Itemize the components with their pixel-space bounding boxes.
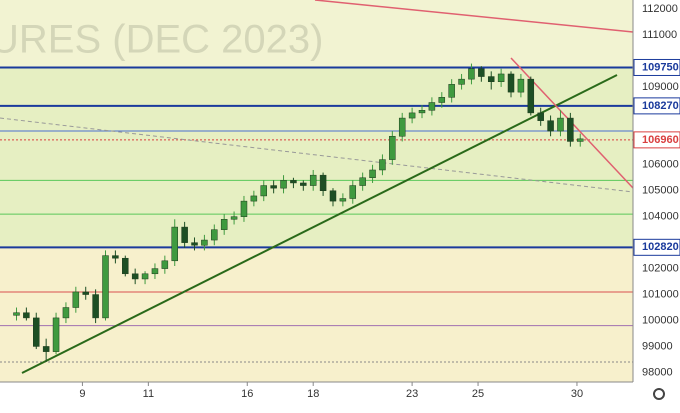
candle-body [497, 73, 505, 82]
candle-body [379, 159, 386, 171]
candle-body [408, 112, 416, 119]
candle-body [300, 182, 307, 186]
level-label: 106960 [642, 134, 679, 146]
candle-body [428, 102, 436, 111]
candle-body [13, 312, 20, 316]
level-label-box [633, 131, 680, 149]
x-tick-label: 18 [307, 388, 319, 400]
candle-body [438, 97, 446, 103]
y-tick-label: 101000 [642, 288, 679, 300]
trend-line [314, 0, 634, 33]
candle-body [339, 198, 347, 202]
candle-body [122, 257, 129, 275]
candle-body [62, 307, 70, 319]
candle-body [211, 229, 218, 241]
x-tick-label: 9 [79, 388, 85, 400]
y-tick-label: 102000 [642, 263, 679, 275]
y-tick-label: 109000 [642, 81, 679, 93]
candle-body [131, 273, 139, 280]
candle-body [448, 84, 455, 98]
x-tick-label: 11 [143, 388, 154, 400]
candle-body [191, 242, 198, 246]
candle-body [280, 180, 287, 189]
candle-body [517, 78, 525, 93]
level-label-box [633, 238, 680, 256]
y-tick-label: 111000 [642, 29, 677, 41]
watermark: URES (DEC 2023) [0, 18, 323, 62]
candle-body [468, 68, 475, 80]
y-tick-label: 99000 [642, 340, 673, 352]
candle-body [220, 219, 228, 230]
x-tick-label: 30 [571, 388, 583, 400]
x-tick-label: 23 [406, 388, 418, 400]
level-label: 109750 [642, 61, 679, 73]
candle-body [92, 294, 99, 319]
candle-body [250, 195, 258, 202]
candle-body [230, 216, 238, 220]
candle-body [349, 185, 357, 199]
trend-line [0, 117, 634, 193]
candle-body [527, 78, 535, 114]
candle-body [418, 110, 426, 114]
y-tick-label: 112000 [642, 3, 678, 15]
candle-body [270, 185, 277, 189]
candle-body [329, 190, 337, 202]
candle-body [141, 273, 149, 280]
level-label-box [633, 58, 680, 76]
candle-body [478, 68, 485, 77]
candle-body [290, 180, 297, 184]
candle-body [547, 120, 554, 132]
candle-body [319, 174, 327, 191]
level-label: 102820 [642, 241, 679, 253]
x-axis-panel [0, 382, 633, 408]
candle-body [577, 138, 584, 142]
candle-body [33, 317, 40, 347]
candle-body [240, 200, 248, 217]
y-tick-label: 104000 [642, 211, 679, 223]
x-tick-label: 25 [472, 388, 484, 400]
candle-body [161, 260, 169, 269]
candle-body [389, 135, 396, 160]
y-tick-label: 98000 [642, 366, 673, 378]
candle-body [52, 317, 60, 352]
level-label: 108270 [642, 100, 679, 112]
zone [0, 67, 633, 248]
candle-body [398, 117, 406, 137]
candle-body [487, 76, 495, 82]
candle-body [82, 291, 89, 295]
y-tick-label: 100000 [642, 314, 679, 326]
candle-body [260, 185, 267, 197]
candle-body [567, 117, 574, 142]
candle-body [507, 73, 515, 93]
candle-body [171, 226, 178, 262]
candle-body [23, 312, 30, 319]
level-label-box [633, 97, 680, 115]
candle-body [359, 177, 366, 186]
trend-line [21, 74, 618, 374]
candle-body [181, 226, 188, 243]
candle-body [557, 117, 564, 132]
x-tick-label: 16 [241, 388, 253, 400]
candle-body [537, 112, 544, 121]
settings-icon[interactable] [653, 388, 665, 400]
y-tick-label: 106000 [642, 159, 679, 171]
candle-body [72, 291, 80, 308]
candle-body [309, 174, 317, 186]
candle-body [102, 255, 109, 319]
y-tick-label: 105000 [642, 185, 679, 197]
candle-body [151, 268, 159, 275]
candle-body [112, 255, 119, 259]
candle-body [42, 346, 50, 352]
candle-body [201, 239, 208, 246]
candle-body [458, 78, 465, 85]
candle-body [369, 169, 376, 179]
